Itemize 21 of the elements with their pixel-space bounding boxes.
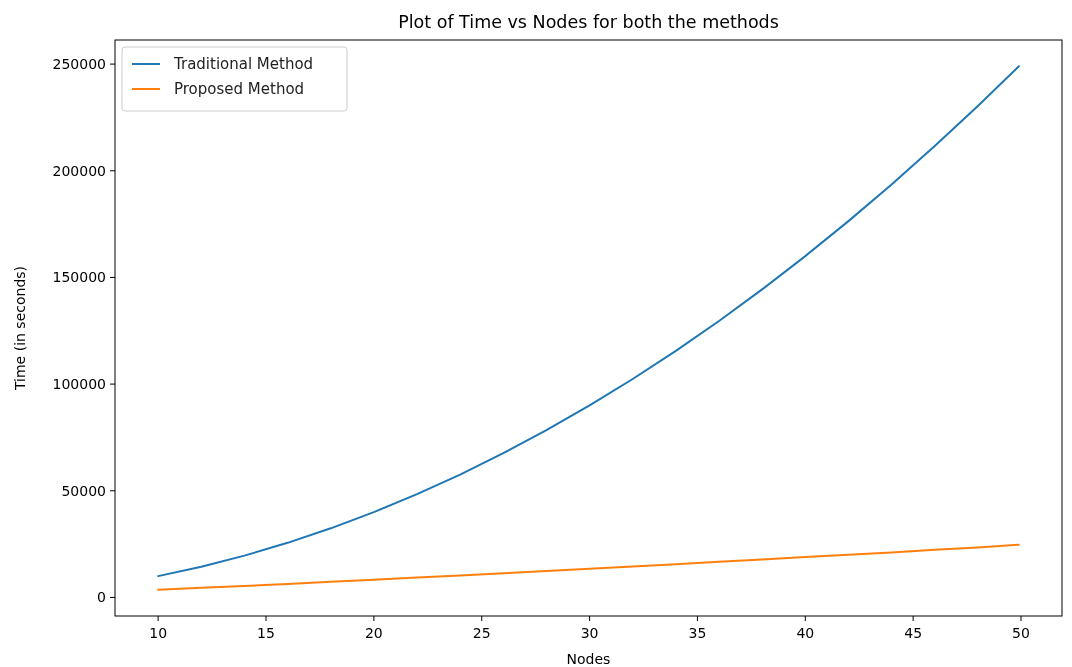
line-series [157, 543, 1020, 591]
y-tick-label: 100000 [52, 376, 106, 393]
y-tick-label: 200000 [52, 162, 106, 179]
legend-label: Proposed Method [174, 80, 305, 98]
y-tick-label: 0 [97, 589, 106, 606]
x-tick-label: 15 [257, 625, 275, 641]
x-tick-label: 45 [904, 625, 923, 641]
x-tick-label: 40 [796, 625, 815, 641]
x-tick-label: 10 [149, 625, 168, 641]
y-tick-label: 50000 [61, 482, 106, 499]
x-tick-label: 30 [580, 625, 599, 641]
y-tick-label: 250000 [52, 56, 106, 73]
y-tick-label: 150000 [52, 269, 106, 286]
x-tick-label: 35 [688, 625, 707, 641]
legend-label: Traditional Method [173, 55, 314, 73]
x-tick-label: 50 [1012, 625, 1030, 641]
x-axis-title: Nodes [566, 651, 611, 667]
x-tick-label: 20 [364, 625, 383, 641]
chart-title: Plot of Time vs Nodes for both the methods [398, 12, 779, 32]
y-axis-title: Time (in seconds) [12, 265, 28, 392]
x-tick-label: 25 [472, 625, 491, 641]
